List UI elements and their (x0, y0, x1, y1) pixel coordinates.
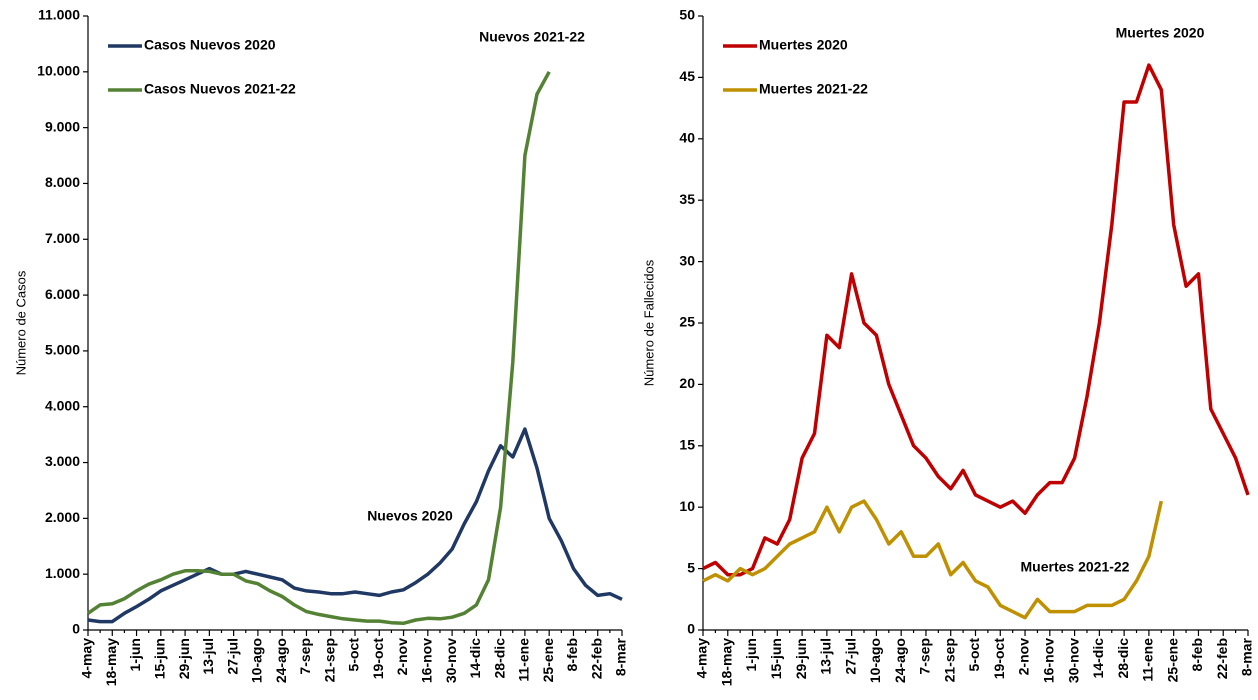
x-tick-label: 16-nov (1041, 638, 1057, 683)
y-tick-label: 11.000 (38, 7, 80, 23)
x-tick-label: 8-feb (1189, 638, 1205, 671)
x-tick-label: 27-jul (224, 638, 240, 675)
x-tick-label: 25-ene (540, 638, 556, 683)
y-tick-label: 9.000 (45, 118, 80, 134)
x-tick-label: 24-ago (892, 638, 908, 683)
x-tick-label: 28-dic (491, 638, 507, 679)
x-tick-label: 4-may (79, 638, 95, 679)
x-tick-label: 29-jun (176, 638, 192, 679)
x-tick-label: 19-oct (991, 638, 1007, 680)
x-tick-label: 21-sep (321, 638, 337, 682)
series-line (702, 63, 1250, 577)
annotation: Nuevos 2020 (367, 508, 453, 524)
x-tick-label: 1-jun (743, 638, 759, 671)
legend-label: Muertes 2021-22 (759, 81, 868, 97)
x-tick-label: 29-jun (793, 638, 809, 679)
x-tick-label: 18-may (718, 638, 734, 686)
x-tick-label: 5-oct (346, 638, 362, 672)
legend-label: Casos Nuevos 2020 (144, 37, 276, 53)
y-tick-label: 50 (679, 7, 695, 23)
y-tick-label: 7.000 (45, 230, 80, 246)
x-tick-label: 5-oct (966, 638, 982, 672)
x-tick-label: 2-nov (394, 638, 410, 676)
x-tick-label: 8-mar (613, 637, 629, 676)
x-tick-label: 4-may (694, 638, 710, 679)
y-tick-label: 5 (687, 559, 695, 575)
x-tick-label: 30-nov (443, 638, 459, 683)
x-tick-label: 30-nov (1065, 638, 1081, 683)
x-tick-label: 19-oct (370, 638, 386, 680)
x-tick-label: 10-ago (249, 638, 265, 683)
legend-label: Muertes 2020 (759, 37, 848, 53)
y-tick-label: 30 (679, 252, 695, 268)
x-tick-label: 1-jun (127, 638, 143, 671)
y-tick-label: 1.000 (45, 565, 80, 581)
y-tick-label: 20 (679, 375, 695, 391)
x-tick-label: 14-dic (1090, 638, 1106, 679)
x-tick-label: 14-dic (467, 638, 483, 679)
x-tick-label: 13-jul (818, 638, 834, 675)
x-tick-label: 27-jul (842, 638, 858, 675)
x-tick-label: 7-sep (917, 638, 933, 675)
y-tick-label: 0 (72, 621, 80, 637)
y-axis-label: Número de Casos (13, 270, 28, 375)
x-tick-label: 24-ago (273, 638, 289, 683)
y-tick-label: 3.000 (45, 453, 80, 469)
y-tick-label: 10 (679, 498, 695, 514)
x-tick-label: 8-mar (1239, 637, 1255, 676)
x-tick-label: 21-sep (941, 638, 957, 682)
x-tick-label: 2-nov (1016, 638, 1032, 676)
y-tick-label: 45 (679, 68, 695, 84)
y-tick-label: 4.000 (45, 397, 80, 413)
x-tick-label: 11-ene (516, 638, 532, 682)
x-tick-label: 15-jun (768, 638, 784, 679)
y-tick-label: 40 (679, 130, 695, 146)
x-tick-label: 10-ago (867, 638, 883, 683)
series-line (702, 499, 1164, 620)
x-tick-label: 18-may (103, 638, 119, 686)
legend-label: Casos Nuevos 2021-22 (144, 81, 296, 97)
y-tick-label: 8.000 (45, 174, 80, 190)
y-tick-label: 2.000 (45, 509, 80, 525)
y-axis-label: Número de Fallecidos (641, 259, 656, 386)
x-tick-label: 22-feb (1214, 638, 1230, 679)
x-tick-label: 15-jun (152, 638, 168, 679)
x-tick-label: 28-dic (1115, 638, 1131, 679)
series-line (87, 70, 551, 626)
x-tick-label: 11-ene (1140, 638, 1156, 682)
y-tick-label: 0 (687, 621, 695, 637)
y-tick-label: 25 (679, 314, 695, 330)
annotation: Muertes 2020 (1116, 25, 1205, 41)
x-tick-label: 22-feb (588, 638, 604, 679)
x-tick-label: 7-sep (297, 638, 313, 675)
annotation: Muertes 2021-22 (1021, 559, 1130, 575)
y-tick-label: 5.000 (45, 342, 80, 358)
y-tick-label: 35 (679, 191, 695, 207)
x-tick-label: 25-ene (1164, 638, 1180, 683)
series-line (87, 427, 623, 624)
y-tick-label: 6.000 (45, 286, 80, 302)
annotation: Nuevos 2021-22 (479, 29, 585, 45)
x-tick-label: 8-feb (564, 638, 580, 671)
y-tick-label: 15 (679, 437, 695, 453)
x-tick-label: 13-jul (200, 638, 216, 675)
x-tick-label: 16-nov (419, 638, 435, 683)
y-tick-label: 10.000 (37, 63, 80, 79)
